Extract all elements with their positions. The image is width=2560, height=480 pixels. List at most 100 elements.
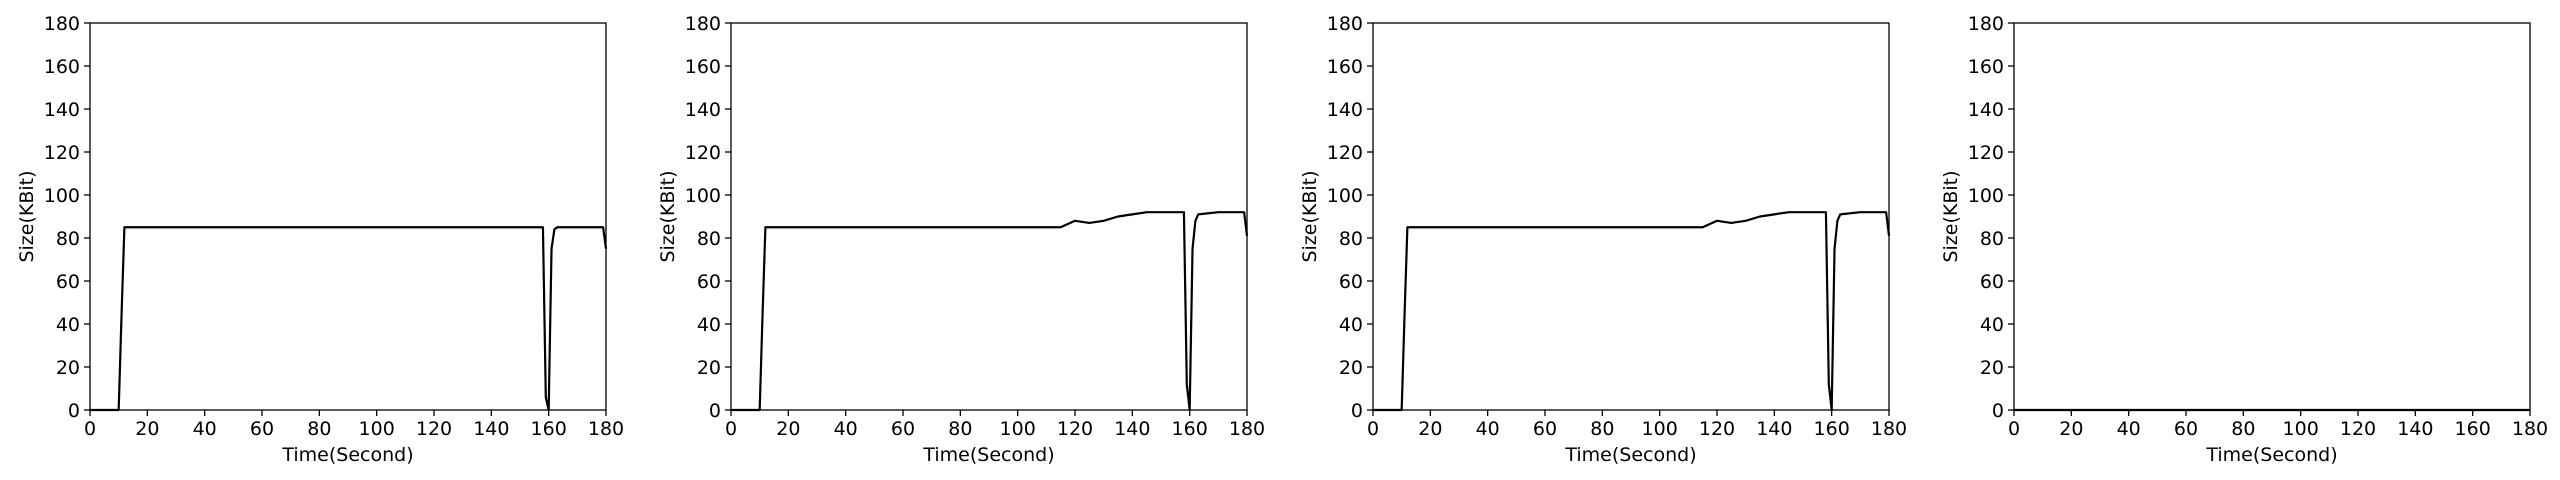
y-tick-label: 60: [56, 271, 80, 293]
x-tick-label: 20: [135, 418, 159, 440]
y-tick-label: 100: [685, 185, 721, 207]
x-tick-label: 160: [1172, 418, 1208, 440]
y-tick-label: 0: [709, 400, 721, 422]
x-tick-label: 140: [473, 418, 509, 440]
x-tick-label: 60: [1533, 418, 1557, 440]
x-tick-label: 20: [776, 418, 800, 440]
y-tick-label: 100: [1327, 185, 1363, 207]
x-tick-label: 60: [250, 418, 274, 440]
chart-panel-3: 0 20 40 60 80 100 120 140 160 180 0 20 40 60 80 100 120 1…: [1299, 13, 1907, 466]
y-axis-label: Size(KBit): [657, 170, 679, 262]
y-tick-label: 160: [685, 56, 721, 78]
y-tick-label: 160: [44, 56, 80, 78]
y-tick-label: 40: [56, 314, 80, 336]
x-tick-label: 60: [891, 418, 915, 440]
x-tick-label: 20: [1418, 418, 1442, 440]
y-tick-label: 20: [1339, 357, 1363, 379]
x-axis-label: Time(Second): [1564, 444, 1696, 466]
y-tick-label: 140: [44, 99, 80, 121]
x-tick-label: 160: [531, 418, 567, 440]
y-tick-label: 60: [1980, 271, 2004, 293]
x-tick-label: 180: [1871, 418, 1907, 440]
y-axis-label: Size(KBit): [1299, 170, 1321, 262]
x-tick-label: 80: [307, 418, 331, 440]
y-tick-label: 100: [44, 185, 80, 207]
x-tick-label: 100: [359, 418, 395, 440]
x-tick-label: 180: [588, 418, 624, 440]
x-tick-label: 140: [2397, 418, 2433, 440]
y-tick-label: 180: [685, 13, 721, 35]
x-tick-label: 40: [1476, 418, 1500, 440]
x-tick-label: 0: [84, 418, 96, 440]
y-tick-label: 80: [1339, 228, 1363, 250]
x-tick-label: 0: [2008, 418, 2020, 440]
y-tick-label: 120: [1327, 142, 1363, 164]
y-tick-label: 140: [1327, 99, 1363, 121]
x-tick-label: 160: [2455, 418, 2491, 440]
x-tick-label: 0: [725, 418, 737, 440]
x-tick-label: 20: [2059, 418, 2083, 440]
y-tick-label: 20: [56, 357, 80, 379]
y-tick-label: 60: [1339, 271, 1363, 293]
chart-panel-1: 0 20 40 60 80 100 120 140 160 180 0 20 40 60 80 100 120 1…: [16, 13, 624, 466]
x-tick-label: 120: [416, 418, 452, 440]
y-tick-label: 120: [1968, 142, 2004, 164]
y-tick-label: 0: [1992, 400, 2004, 422]
y-tick-label: 180: [1327, 13, 1363, 35]
x-tick-label: 120: [2340, 418, 2376, 440]
x-tick-label: 100: [1642, 418, 1678, 440]
chart-panel-4: 0 20 40 60 80 100 120 140 160 180 0 20 40 60 80 100 120 1…: [1940, 13, 2548, 466]
y-tick-label: 80: [1980, 228, 2004, 250]
plot-frame: [730, 22, 1248, 411]
x-axis-label: Time(Second): [2205, 444, 2337, 466]
x-tick-label: 80: [2231, 418, 2255, 440]
y-tick-label: 20: [697, 357, 721, 379]
x-tick-label: 100: [1000, 418, 1036, 440]
x-tick-label: 100: [2283, 418, 2319, 440]
y-tick-label: 140: [1968, 99, 2004, 121]
x-tick-label: 160: [1814, 418, 1850, 440]
y-tick-label: 140: [685, 99, 721, 121]
y-axis-label: Size(KBit): [16, 170, 38, 262]
x-tick-label: 140: [1114, 418, 1150, 440]
y-tick-label: 180: [44, 13, 80, 35]
y-tick-label: 120: [44, 142, 80, 164]
plot-frame: [89, 22, 607, 411]
x-tick-label: 180: [2512, 418, 2548, 440]
y-tick-label: 80: [697, 228, 721, 250]
y-tick-label: 180: [1968, 13, 2004, 35]
series-line-1: [1373, 211, 1891, 412]
x-tick-label: 140: [1756, 418, 1792, 440]
series-line-1: [90, 226, 608, 412]
x-tick-label: 180: [1229, 418, 1265, 440]
x-tick-label: 40: [193, 418, 217, 440]
series-line-1: [731, 211, 1249, 412]
y-tick-label: 40: [1980, 314, 2004, 336]
y-tick-label: 80: [56, 228, 80, 250]
x-tick-label: 40: [2117, 418, 2141, 440]
y-axis-label: Size(KBit): [1940, 170, 1962, 262]
y-tick-label: 160: [1327, 56, 1363, 78]
x-tick-label: 60: [2174, 418, 2198, 440]
x-tick-label: 80: [948, 418, 972, 440]
y-tick-label: 60: [697, 271, 721, 293]
y-tick-label: 40: [1339, 314, 1363, 336]
y-tick-label: 0: [1351, 400, 1363, 422]
x-tick-label: 40: [834, 418, 858, 440]
y-tick-label: 100: [1968, 185, 2004, 207]
x-tick-label: 80: [1590, 418, 1614, 440]
y-tick-label: 40: [697, 314, 721, 336]
y-tick-label: 120: [685, 142, 721, 164]
plot-frame: [1372, 22, 1890, 411]
x-axis-label: Time(Second): [281, 444, 413, 466]
y-tick-label: 20: [1980, 357, 2004, 379]
y-tick-label: 160: [1968, 56, 2004, 78]
y-tick-label: 0: [68, 400, 80, 422]
chart-panel-2: 0 20 40 60 80 100 120 140 160 180 0 20 40 60 80 100 120 1…: [657, 13, 1265, 466]
plot-frame: [2013, 22, 2531, 411]
x-tick-label: 120: [1057, 418, 1093, 440]
x-axis-label: Time(Second): [922, 444, 1054, 466]
x-tick-label: 120: [1699, 418, 1735, 440]
x-tick-label: 0: [1367, 418, 1379, 440]
